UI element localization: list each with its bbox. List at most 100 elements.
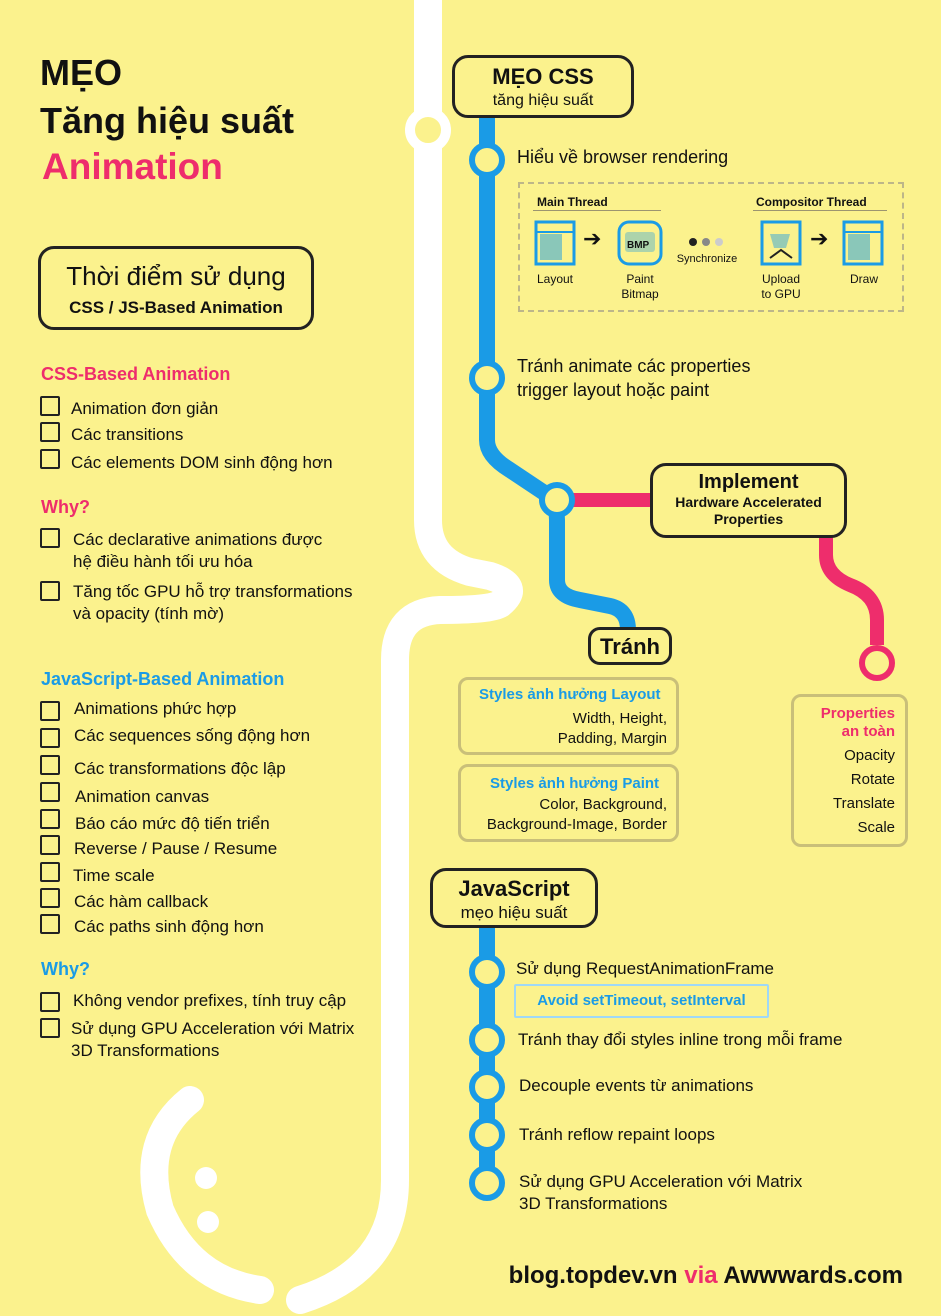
css-stop-2: Tránh animate các properties trigger lay… [517, 354, 750, 402]
layout-styles-line: Width, Height, [572, 710, 667, 727]
when-to-use-box: Thời điểm sử dụng CSS / JS-Based Animati… [38, 246, 314, 330]
css-why-heading: Why? [41, 497, 90, 517]
safe-props-item: Rotate [850, 771, 895, 788]
main-thread-label: Main Thread [537, 195, 608, 209]
title-line3: Animation [42, 146, 223, 187]
title-line1: MẸO [40, 52, 123, 93]
title-line2: Tăng hiệu suất [40, 100, 295, 141]
paint-styles-line: Background-Image, Border [486, 816, 667, 833]
when-box-subtitle: CSS / JS-Based Animation [69, 298, 283, 317]
list-item: Các transformations độc lập [74, 759, 286, 778]
checkbox[interactable] [40, 809, 60, 829]
list-item: Các declarative animations được hệ điều … [73, 529, 322, 573]
paint-label: Paint Bitmap [605, 272, 675, 302]
js-tips-title: JavaScript [458, 876, 570, 901]
blue-css-line [479, 116, 636, 640]
list-item: Time scale [73, 866, 155, 885]
list-item: Animations phức hợp [74, 699, 237, 718]
paint-styles-heading: Styles ảnh hưởng Paint [490, 775, 660, 792]
footer-site: blog.topdev.vn [508, 1262, 678, 1289]
checkbox[interactable] [40, 992, 60, 1012]
js-tips-box: JavaScript mẹo hiệu suất [430, 868, 598, 928]
css-stop-1: Hiểu về browser rendering [517, 147, 729, 167]
paint-styles-list: Color, Background, Background-Image, Bor… [487, 795, 667, 835]
compositor-thread-label: Compositor Thread [756, 195, 867, 209]
paint-styles-line: Color, Background, [539, 796, 667, 813]
safe-props-heading: Properties an toàn [794, 705, 895, 741]
checkbox[interactable] [40, 449, 60, 469]
white-dot [195, 1167, 217, 1189]
list-item: Các elements DOM sinh động hơn [71, 453, 333, 472]
divider [753, 210, 887, 211]
safe-props-list: Opacity Rotate Translate Scale [794, 744, 895, 840]
list-item: Tăng tốc GPU hỗ trợ transformations và o… [73, 581, 352, 625]
draw-icon [842, 220, 884, 266]
list-item: Sử dụng GPU Acceleration với Matrix 3D T… [71, 1018, 354, 1062]
list-item-line: 3D Transformations [71, 1041, 220, 1060]
list-item: Các sequences sống động hơn [74, 726, 311, 745]
safe-props-heading-line: an toàn [841, 723, 895, 740]
arrow-icon: ➔ [810, 226, 829, 251]
checkbox[interactable] [40, 1018, 60, 1038]
upload-label: Upload to GPU [746, 272, 816, 302]
layout-styles-heading: Styles ảnh hưởng Layout [479, 686, 661, 703]
js-stop-5: Sử dụng GPU Acceleration với Matrix 3D T… [519, 1171, 802, 1215]
js-why-heading: Why? [41, 959, 90, 979]
pink-station [859, 645, 895, 681]
checkbox[interactable] [40, 422, 60, 442]
css-tips-subtitle: tăng hiệu suất [492, 92, 594, 109]
css-tips-title: MẸO CSS [492, 64, 594, 89]
bitmap-icon [617, 220, 663, 266]
implement-line: Properties [713, 511, 784, 527]
implement-title: Implement [698, 471, 799, 493]
paint-styles-box: Styles ảnh hưởng Paint Color, Background… [458, 764, 679, 842]
divider [533, 210, 661, 211]
css-stop-2-line: Tránh animate các properties [517, 356, 751, 376]
blue-station [469, 1069, 505, 1105]
list-item: Báo cáo mức độ tiến triển [75, 814, 270, 833]
white-route-line [286, 0, 523, 1314]
safe-props-item: Opacity [844, 747, 895, 764]
pink-line [819, 535, 884, 645]
checkbox[interactable] [40, 701, 60, 721]
upload-label-line: Upload [761, 272, 801, 286]
checkbox[interactable] [40, 835, 60, 855]
checkbox[interactable] [40, 396, 60, 416]
safe-props-box: Properties an toàn Opacity Rotate Transl… [791, 694, 908, 847]
list-item: Các transitions [71, 425, 184, 444]
js-tips-subtitle: mẹo hiệu suất [460, 903, 568, 922]
white-station [405, 107, 451, 153]
list-item: Các paths sinh động hơn [74, 917, 264, 936]
synchronize-label: Synchronize [676, 253, 738, 265]
blue-station [469, 1022, 505, 1058]
checkbox[interactable] [40, 528, 60, 548]
checkbox[interactable] [40, 862, 60, 882]
list-item-line: Các declarative animations được [73, 530, 323, 549]
layout-styles-line: Padding, Margin [557, 730, 667, 747]
checkbox[interactable] [40, 728, 60, 748]
checkbox[interactable] [40, 755, 60, 775]
list-item-line: Tăng tốc GPU hỗ trợ transformations [73, 582, 353, 601]
upload-label-line: to GPU [761, 287, 801, 301]
js-stop-5-line: 3D Transformations [519, 1194, 668, 1213]
layout-styles-box: Styles ảnh hưởng Layout Width, Height, P… [458, 677, 679, 755]
js-based-heading: JavaScript-Based Animation [41, 669, 285, 689]
implement-box: Implement Hardware Accelerated Propertie… [650, 463, 847, 538]
safe-props-item: Translate [833, 795, 895, 812]
safe-props-heading-line: Properties [820, 705, 895, 722]
checkbox[interactable] [40, 888, 60, 908]
implement-line: Hardware Accelerated [675, 494, 822, 510]
list-item: Reverse / Pause / Resume [74, 839, 278, 858]
checkbox[interactable] [40, 581, 60, 601]
draw-label: Draw [849, 272, 878, 286]
layout-icon [534, 220, 576, 266]
checkbox[interactable] [40, 914, 60, 934]
blue-station [539, 482, 575, 518]
white-dot [197, 1211, 219, 1233]
checkbox[interactable] [40, 782, 60, 802]
blue-station [469, 954, 505, 990]
paint-label-line: Paint [626, 272, 654, 286]
js-stop-2: Tránh thay đổi styles inline trong mỗi f… [518, 1030, 843, 1049]
arrow-icon: ➔ [583, 226, 602, 251]
